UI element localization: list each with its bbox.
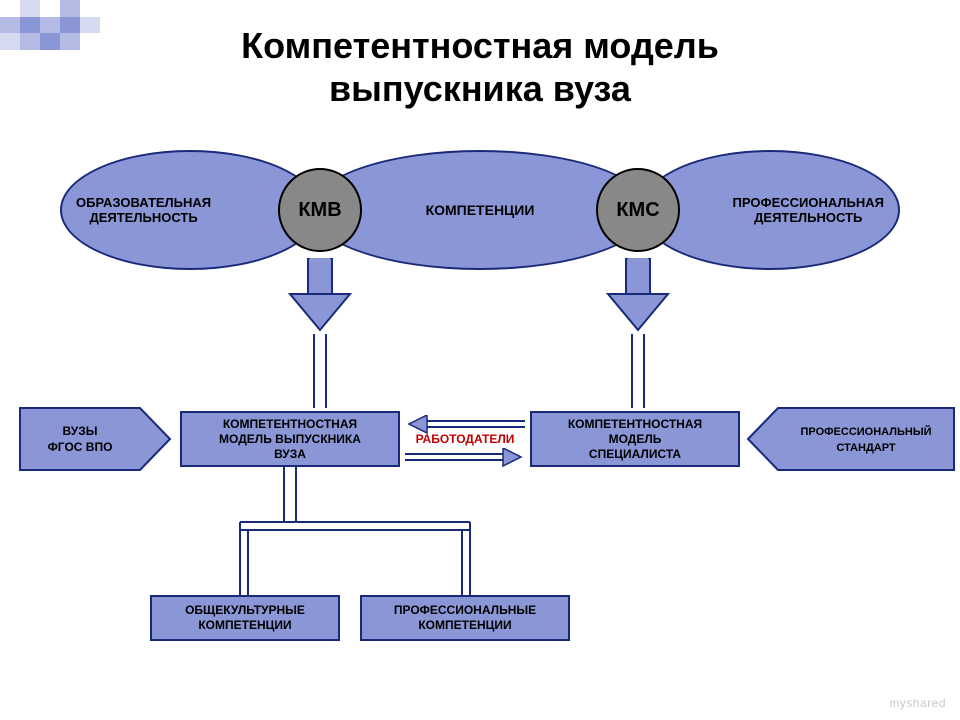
ellipse-right-line1: ПРОФЕССИОНАЛЬНАЯ	[733, 195, 884, 210]
spec-l1: КОМПЕТЕНТНОСТНАЯ	[568, 417, 702, 431]
arrow-down-kms	[598, 258, 678, 408]
page-title: Компетентностная модель выпускника вуза	[0, 24, 960, 110]
spec-l2: МОДЕЛЬ	[609, 432, 662, 446]
connector-split	[140, 467, 590, 597]
svg-text:ВУЗЫ: ВУЗЫ	[63, 424, 98, 438]
prof-l2: КОМПЕТЕНЦИИ	[418, 618, 511, 632]
title-line1: Компетентностная модель	[241, 25, 719, 66]
prof-l1: ПРОФЕССИОНАЛЬНЫЕ	[394, 603, 536, 617]
svg-text:ПРОФЕССИОНАЛЬНЫЙ: ПРОФЕССИОНАЛЬНЫЙ	[801, 425, 932, 438]
box-cultural-competencies: ОБЩЕКУЛЬТУРНЫЕ КОМПЕТЕНЦИИ	[150, 595, 340, 641]
svg-text:ФГОС ВПО: ФГОС ВПО	[48, 440, 113, 454]
ellipse-left-line2: ДЕЯТЕЛЬНОСТЬ	[89, 210, 197, 225]
grad-l1: КОМПЕТЕНТНОСТНАЯ	[223, 417, 357, 431]
arrow-universities: ВУЗЫ ФГОС ВПО	[20, 408, 170, 470]
grad-l3: ВУЗА	[274, 447, 306, 461]
circle-kmv: КМВ	[278, 168, 362, 252]
ellipse-left-line1: ОБРАЗОВАТЕЛЬНАЯ	[76, 195, 211, 210]
circle-kms: КМС	[596, 168, 680, 252]
box-graduate-model: КОМПЕТЕНТНОСТНАЯ МОДЕЛЬ ВЫПУСКНИКА ВУЗА	[180, 411, 400, 467]
cult-l1: ОБЩЕКУЛЬТУРНЫЕ	[185, 603, 305, 617]
kmv-label: КМВ	[298, 199, 341, 222]
arrow-right-small	[405, 448, 525, 468]
title-line2: выпускника вуза	[329, 68, 631, 109]
cult-l2: КОМПЕТЕНЦИИ	[198, 618, 291, 632]
arrow-prof-standard: ПРОФЕССИОНАЛЬНЫЙ СТАНДАРТ	[748, 408, 954, 470]
spec-l3: СПЕЦИАЛИСТА	[589, 447, 681, 461]
box-specialist-model: КОМПЕТЕНТНОСТНАЯ МОДЕЛЬ СПЕЦИАЛИСТА	[530, 411, 740, 467]
ellipse-center-line1: КОМПЕТЕНЦИИ	[426, 202, 535, 218]
ellipse-right-line2: ДЕЯТЕЛЬНОСТЬ	[754, 210, 862, 225]
employers-label: РАБОТОДАТЕЛИ	[400, 432, 530, 446]
svg-text:СТАНДАРТ: СТАНДАРТ	[836, 442, 896, 454]
arrow-down-kmv	[280, 258, 360, 408]
grad-l2: МОДЕЛЬ ВЫПУСКНИКА	[219, 432, 361, 446]
kms-label: КМС	[616, 199, 659, 222]
box-professional-competencies: ПРОФЕССИОНАЛЬНЫЕ КОМПЕТЕНЦИИ	[360, 595, 570, 641]
watermark: myshared	[889, 696, 946, 710]
